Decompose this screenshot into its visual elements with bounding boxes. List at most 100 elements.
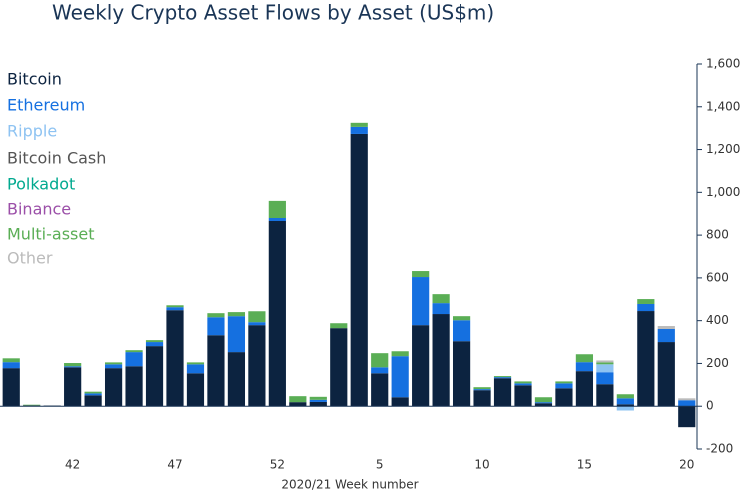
bar-segment: [391, 397, 409, 407]
bar-segment: [248, 322, 266, 326]
bar-segment: [289, 396, 307, 403]
bar-segment: [309, 401, 327, 407]
bar-segment: [412, 325, 430, 407]
bar-segment: [248, 325, 266, 407]
bar-segment: [534, 403, 553, 407]
bar-segment: [452, 320, 471, 342]
bar-segment: [637, 303, 655, 312]
bar-segment: [555, 383, 573, 389]
bar-segment: [145, 340, 164, 343]
bar-segment: [186, 362, 205, 365]
bar-segment: [145, 342, 164, 347]
bar-segment: [309, 396, 327, 400]
bar-segment: [248, 311, 266, 323]
bar-segment: [452, 341, 471, 407]
bar-segment: [350, 122, 368, 127]
legend-label: Bitcoin Cash: [7, 149, 106, 168]
y-tick-label: 0: [706, 399, 714, 413]
bar-segment: [473, 389, 491, 391]
bar-segment: [596, 372, 614, 385]
y-tick-label: 400: [706, 313, 729, 327]
bar-segment: [227, 316, 246, 353]
bar-segment: [452, 316, 471, 321]
bar-segment: [616, 404, 634, 407]
bar-segment: [166, 305, 184, 308]
bar-segment: [125, 366, 143, 407]
x-tick-label: 10: [474, 458, 489, 472]
bar-segment: [596, 360, 614, 363]
bar-segment: [432, 294, 450, 304]
bar-segment: [493, 376, 512, 378]
bar-segment: [596, 362, 614, 365]
bar-segment: [555, 388, 573, 407]
bar-segment: [207, 313, 225, 318]
legend-label: Ripple: [7, 122, 57, 141]
bar-segment: [493, 378, 512, 407]
x-axis-title: 2020/21 Week number: [281, 478, 418, 491]
y-tick-label: 1,400: [706, 99, 740, 113]
bar-segment: [84, 393, 102, 396]
bar-segment: [207, 317, 225, 336]
y-tick-label: 600: [706, 270, 729, 284]
bar-segment: [514, 385, 532, 407]
legend-label: Ethereum: [7, 96, 85, 115]
bar-segment: [657, 326, 675, 330]
legend-label: Other: [7, 249, 53, 268]
bar-segment: [186, 373, 205, 407]
bar-segment: [657, 342, 675, 407]
bar-segment: [575, 354, 594, 363]
bar-segment: [64, 367, 82, 407]
bar-segment: [289, 402, 307, 407]
bar-segment: [678, 400, 696, 407]
legend-label: Binance: [7, 200, 71, 219]
x-tick-label: 47: [167, 458, 182, 472]
bar-segment: [104, 368, 123, 407]
bar-segment: [145, 346, 164, 407]
bar-segment: [64, 366, 82, 368]
bar-segment: [309, 399, 327, 402]
bar-segment: [616, 394, 634, 399]
bar-segment: [371, 367, 389, 374]
x-tick-label: 20: [679, 458, 694, 472]
x-tick-label: 5: [376, 458, 384, 472]
bar-segment: [227, 352, 246, 407]
bar-segment: [534, 402, 553, 404]
bar-segment: [330, 323, 348, 329]
bar-segment: [514, 381, 532, 384]
bar-segment: [268, 218, 286, 221]
bar-segment: [493, 377, 512, 379]
bar-segment: [678, 406, 696, 428]
bar-segment: [166, 307, 184, 311]
bar-segment: [678, 398, 696, 401]
bar-segment: [2, 368, 20, 407]
bar-segment: [330, 328, 348, 407]
y-tick-label: 1,200: [706, 142, 740, 156]
bar-segment: [2, 362, 20, 369]
bar-segment: [596, 364, 614, 373]
bar-segment: [637, 311, 655, 407]
bar-segment: [432, 303, 450, 315]
bar-segment: [432, 314, 450, 407]
bar-segment: [84, 391, 102, 394]
x-tick-label: 52: [270, 458, 285, 472]
bar-segment: [575, 371, 594, 407]
bar-segment: [104, 362, 123, 365]
bar-segment: [616, 398, 634, 405]
chart-title: Weekly Crypto Asset Flows by Asset (US$m…: [52, 1, 494, 25]
bar-segment: [207, 335, 225, 407]
bar-segment: [616, 406, 634, 411]
bar-segment: [268, 220, 286, 407]
bar-segment: [473, 387, 491, 390]
bar-segment: [64, 363, 82, 367]
x-tick-label: 15: [577, 458, 592, 472]
bar-segment: [637, 299, 655, 304]
bar-segment: [371, 373, 389, 407]
bar-segment: [186, 364, 205, 374]
bar-segment: [2, 358, 20, 363]
bar-segment: [534, 397, 553, 403]
bar-segment: [350, 133, 368, 407]
bar-segment: [657, 329, 675, 343]
bar-segment: [227, 312, 246, 317]
bar-segment: [125, 352, 143, 367]
